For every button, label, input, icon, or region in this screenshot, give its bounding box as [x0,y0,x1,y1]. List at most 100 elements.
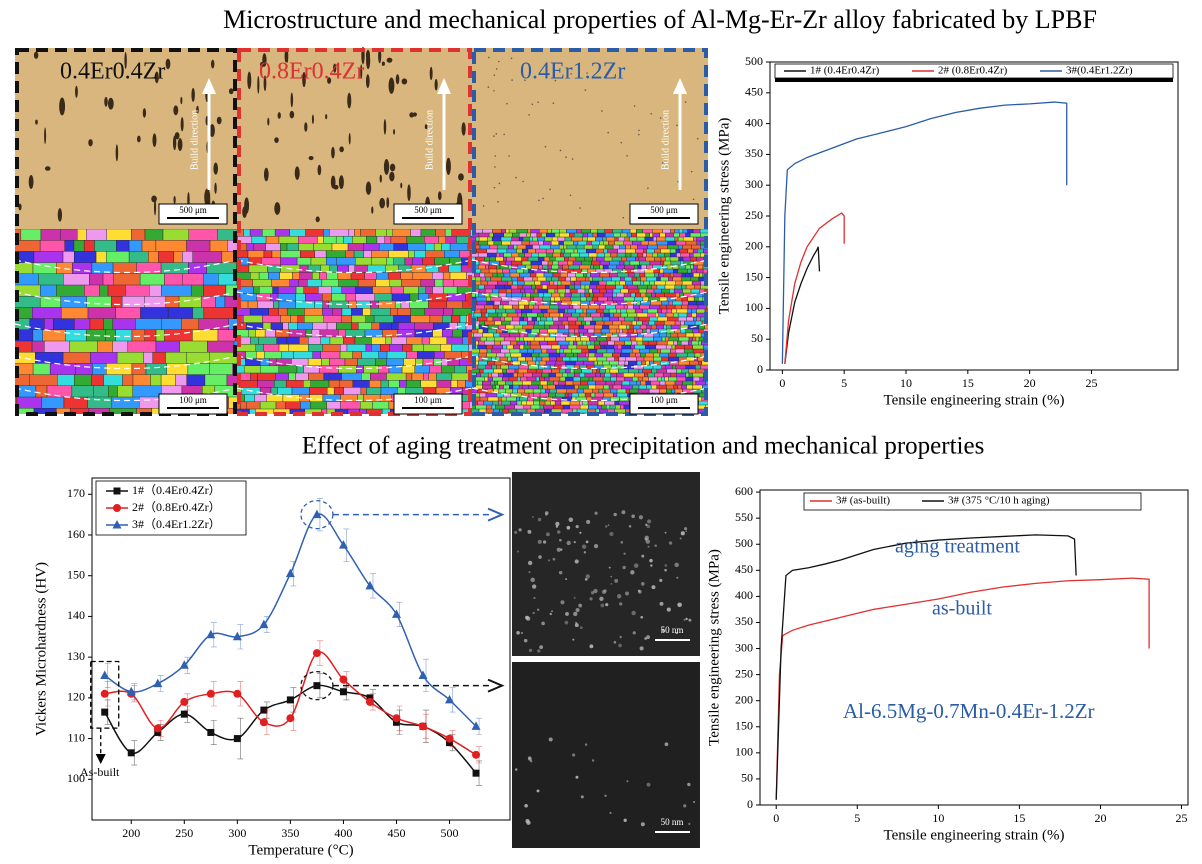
subtitle: Effect of aging treatment on precipitati… [302,433,985,460]
series-line [104,651,477,756]
crack [386,197,390,208]
crack [365,181,372,195]
ebsd-grain [378,300,396,310]
ebsd-grain [304,315,324,324]
pore [601,110,603,112]
marker [391,609,401,618]
ebsd-grain [410,308,426,317]
precipitate [566,540,571,546]
pore [650,112,652,115]
precipitate [514,768,518,771]
ebsd-grain [1,341,14,353]
ebsd-grain [331,286,342,296]
ebsd-grain [111,396,140,410]
ebsd-grain [91,262,114,276]
pore [552,102,555,105]
ebsd-grain [326,257,337,267]
precipitate [573,611,578,617]
precipitate [632,631,636,635]
ebsd-grain [15,296,41,309]
ebsd-grain [135,318,163,332]
ebsd-grain [448,264,462,274]
pore [571,158,574,160]
ebsd-grain [597,412,603,414]
ebsd-grain [444,229,452,238]
precipitate [603,589,607,593]
error-bar [157,675,164,693]
ebsd-grain [314,300,323,310]
title: Microstructure and mechanical properties… [223,5,1097,34]
crack [177,138,183,152]
ebsd-grain [289,229,306,238]
scale-label: 500 μm [650,205,678,215]
crack [257,76,260,94]
crack [274,137,279,143]
ebsd-grain [470,229,472,238]
ebsd-grain [418,286,426,296]
ebsd-grain [340,401,361,411]
precipitate [614,578,619,583]
crack [180,96,183,105]
pore [586,72,588,74]
precipitate [537,539,542,544]
precipitate [518,528,522,532]
ebsd-grain [128,251,149,264]
ebsd-grain [363,365,379,375]
ebsd-grain [380,344,390,353]
precipitate [613,512,617,517]
pore [495,68,498,70]
ebsd-grain [74,318,91,332]
ebsd-grain [365,344,372,353]
precipitate [579,531,582,534]
ebsd-grain [435,229,446,238]
ebsd-grain [175,374,187,388]
ebsd-grain [356,365,364,375]
ebsd-grain [136,408,153,414]
legend-label: 3#（0.4Er1.2Zr） [132,517,221,531]
ebsd-grain [440,344,452,353]
ebsd-grain [429,336,448,346]
ebsd-grain [116,352,144,365]
crack [18,203,22,211]
x-axis-label: Temperature (°C) [248,842,353,858]
y-tick-label: 0 [757,362,763,376]
pore [494,155,497,157]
precipitate [616,594,622,599]
ebsd-grain [15,385,37,399]
y-tick-label: 250 [735,666,753,680]
precipitate [651,585,656,590]
ebsd-grain [393,315,411,324]
ebsd-grain [446,336,463,346]
crack [389,171,395,182]
ebsd-grain [236,262,237,276]
ebsd-grain [314,250,327,260]
ebsd-grain [299,336,309,346]
ebsd-grain [255,344,264,353]
ebsd-grain [308,372,325,382]
ebsd-grain [352,235,367,245]
ebsd-grain [262,229,276,238]
precipitate [565,578,568,580]
ebsd-grain [602,412,610,414]
pore [542,197,544,200]
precipitate [600,603,605,608]
as-built-label: As-built [80,765,120,779]
precipitate [559,538,562,542]
ebsd-grain [56,284,85,298]
precipitate [529,760,533,763]
ebsd-grain [424,235,439,245]
y-axis-label: Tensile engineering stress (MPa) [706,549,722,746]
pore [487,86,490,88]
ebsd-grain [346,344,367,353]
ebsd-grain [158,251,175,264]
ebsd-grain [317,235,324,245]
ebsd-grain [270,322,284,332]
precipitate [579,626,583,630]
marker [206,629,216,639]
annotation: as-built [932,598,992,620]
precipitate [594,511,598,515]
error-bar [290,561,297,587]
tem-image [512,472,700,656]
ebsd-grain [351,315,366,324]
crack [333,63,337,73]
